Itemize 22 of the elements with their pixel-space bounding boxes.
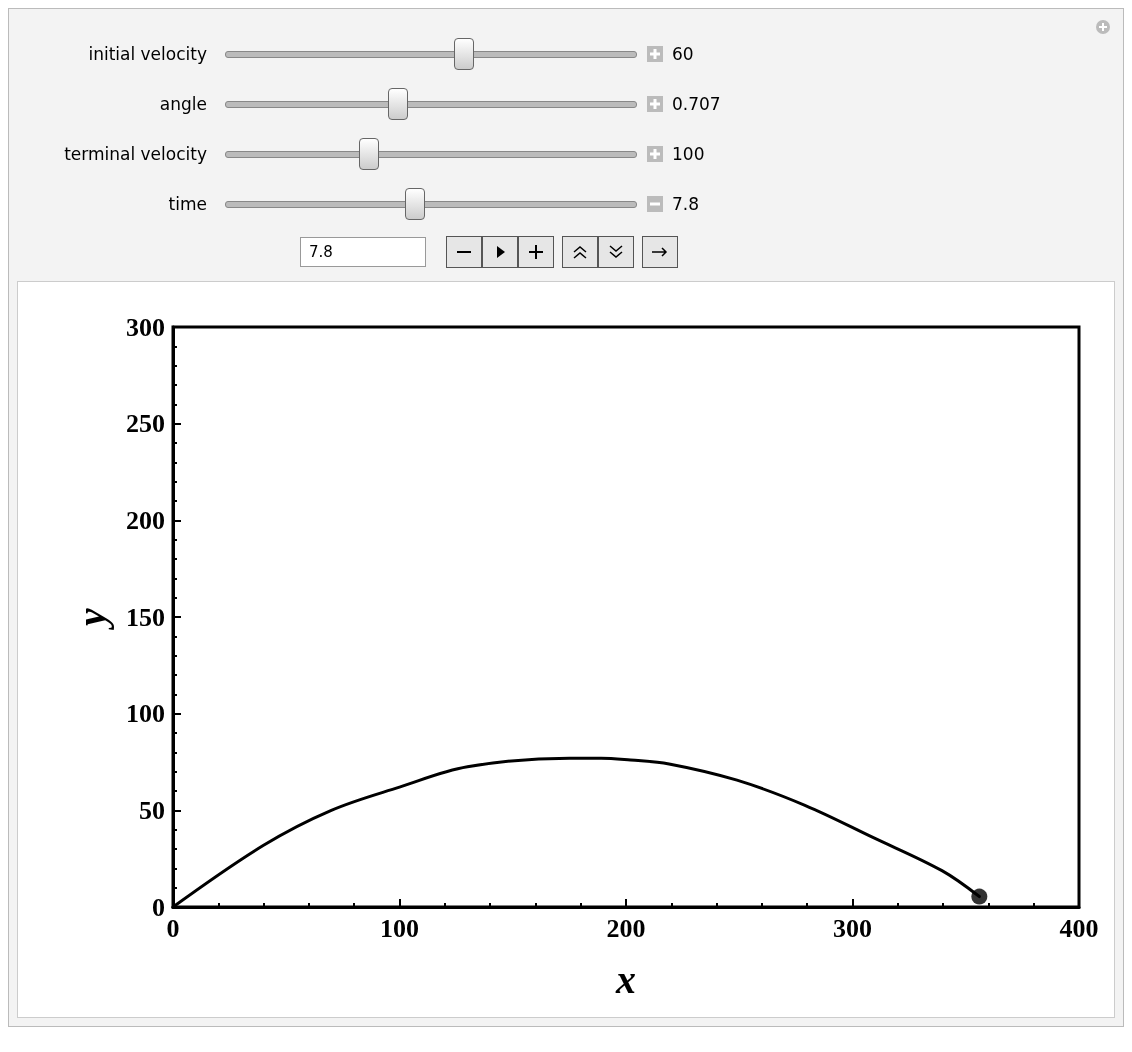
y-tick-label: 150 [126, 602, 165, 632]
y-tick-label: 0 [152, 892, 165, 922]
y-tick-label: 50 [139, 795, 165, 825]
text-field: 7.8 [300, 237, 426, 267]
y-axis-title: y [68, 607, 114, 630]
x-axis-title: x [615, 956, 636, 1002]
text: angle [158, 94, 208, 114]
text: 0.707 [672, 94, 721, 114]
x-tick-label: 200 [606, 913, 646, 943]
y-tick-label: 100 [126, 699, 165, 729]
text: terminal velocity [63, 144, 208, 164]
y-tick-label: 200 [126, 505, 165, 535]
y-tick-label: 250 [126, 409, 165, 439]
text: 7.8 [672, 194, 700, 214]
x-tick-label: 100 [380, 913, 419, 943]
y-tick-label: 300 [126, 312, 165, 342]
x-tick-label: 300 [833, 913, 872, 943]
text: initial velocity [87, 44, 208, 64]
text: 60 [672, 44, 694, 64]
text: 100 [672, 144, 705, 164]
x-tick-label: 400 [1059, 913, 1099, 943]
text: time [167, 194, 208, 214]
